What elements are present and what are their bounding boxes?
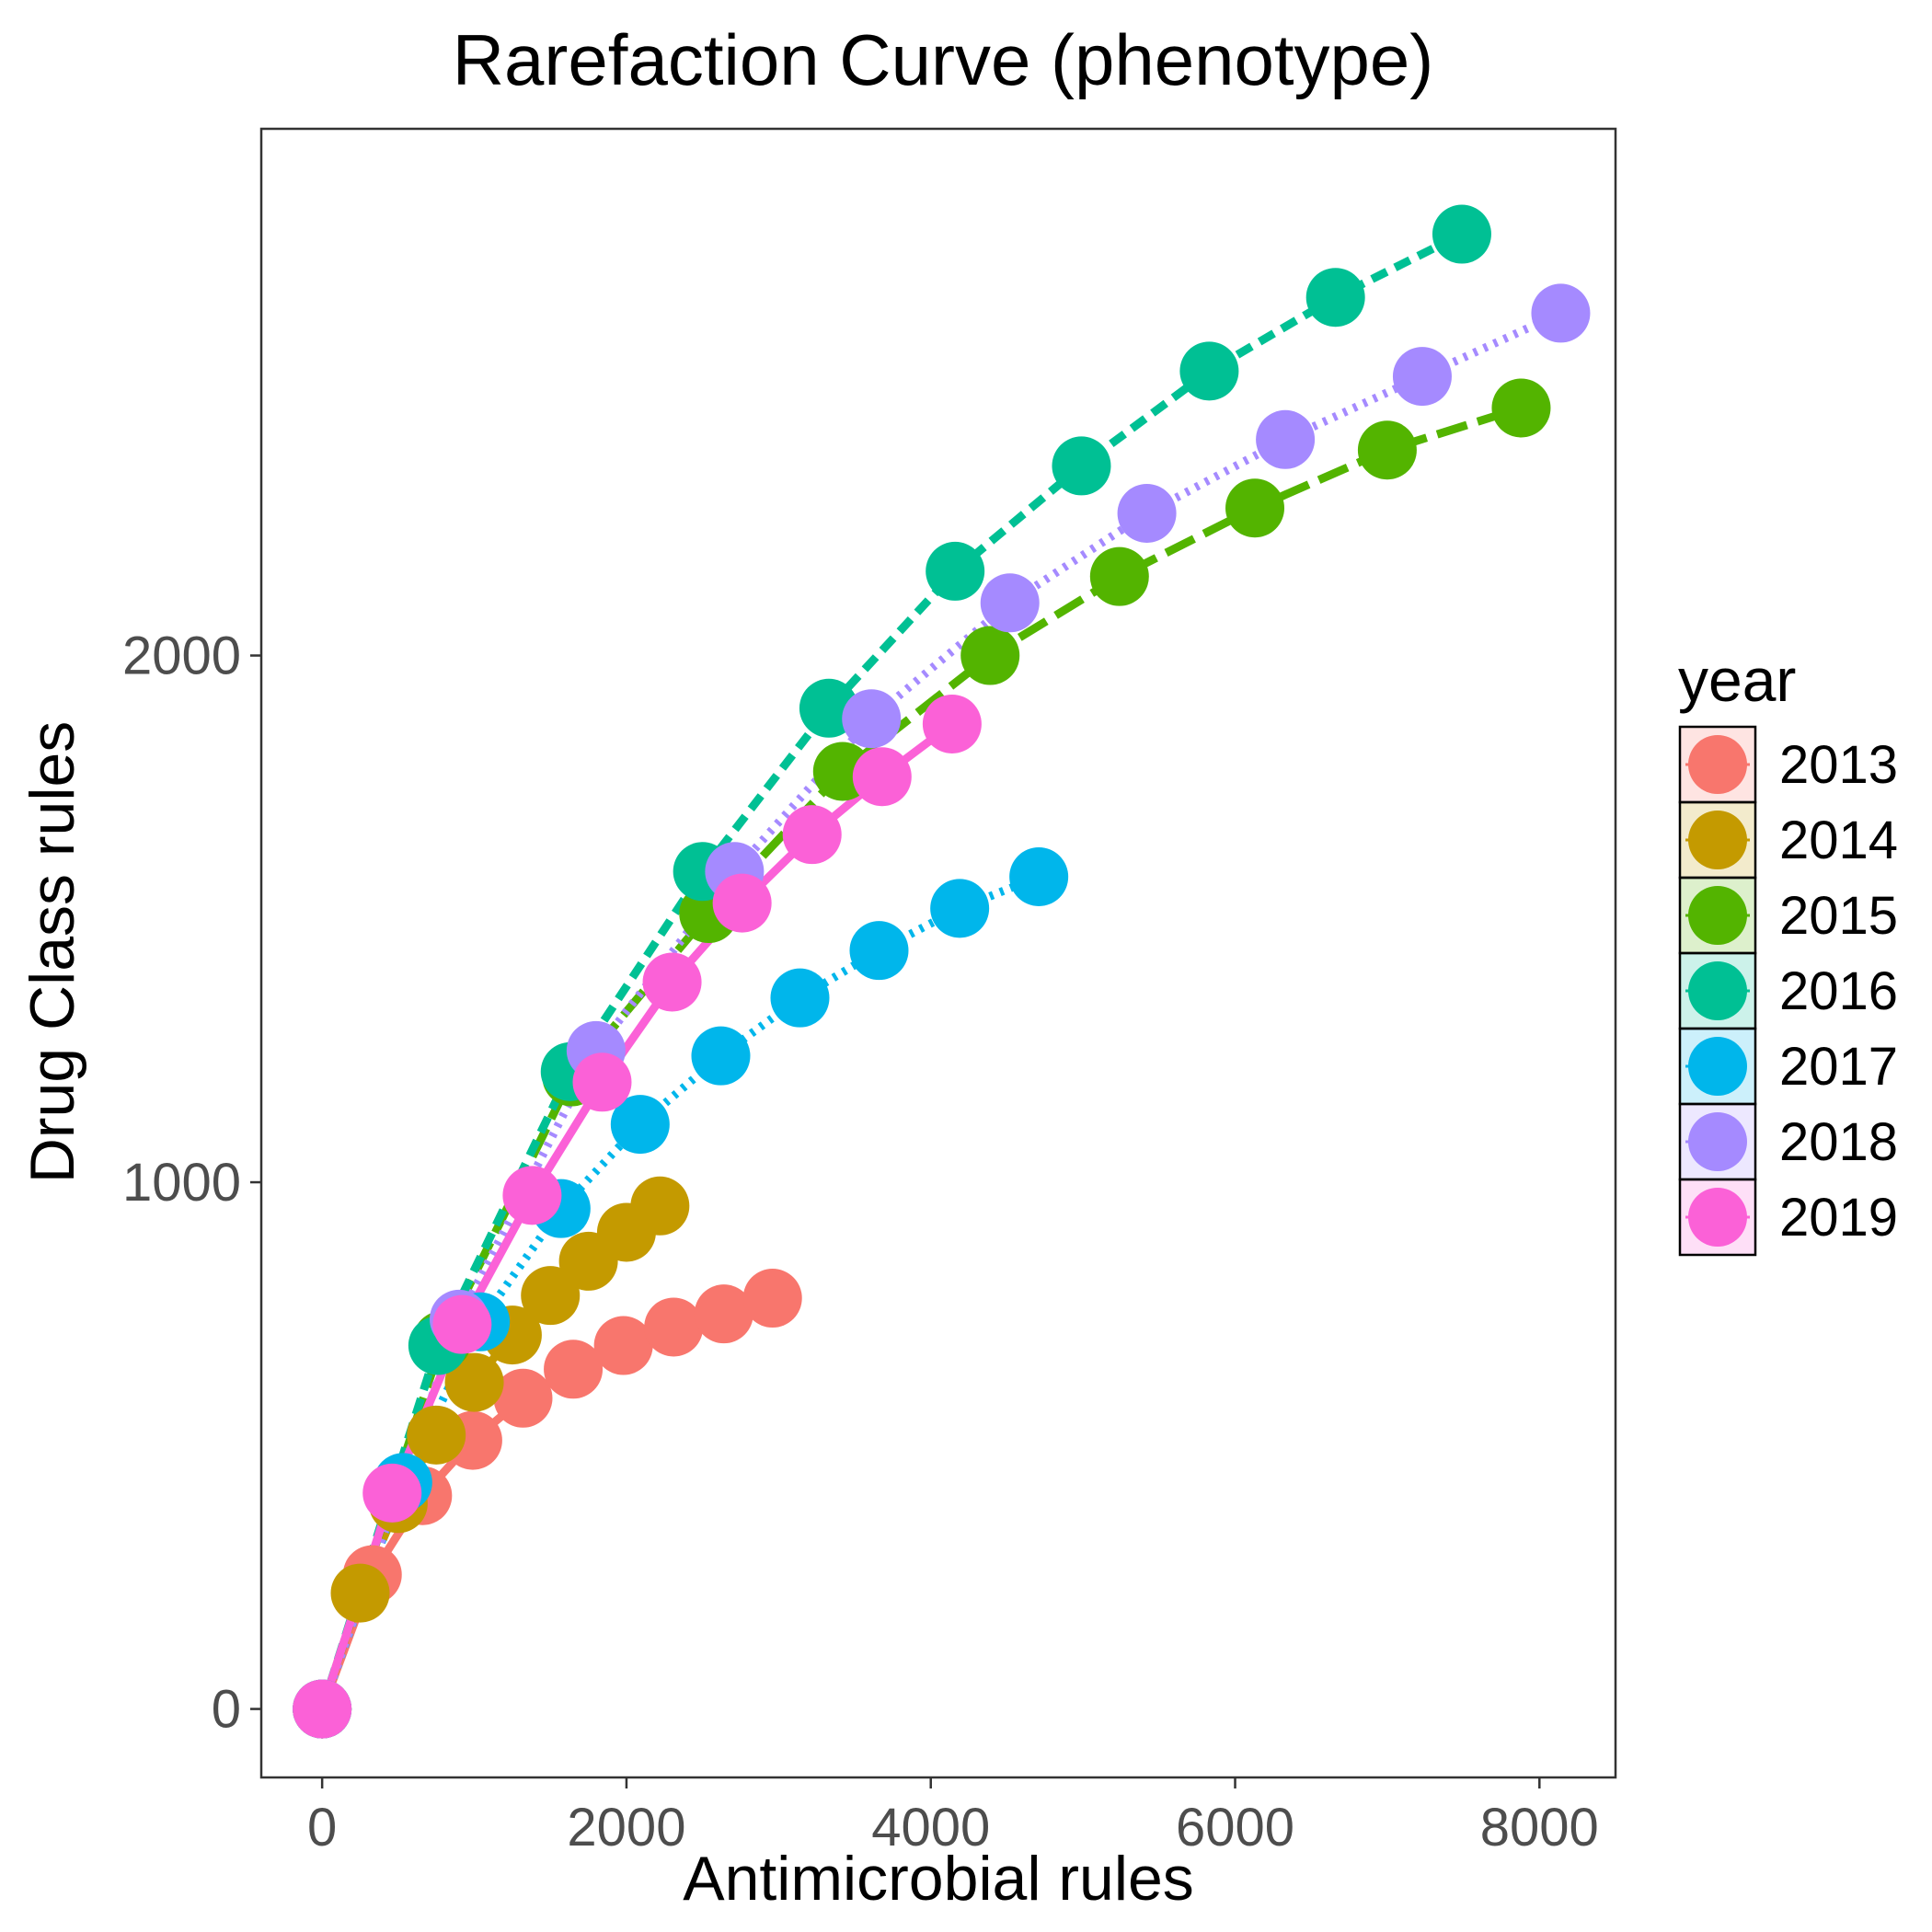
data-point-2017 bbox=[691, 1026, 751, 1086]
legend-label: 2019 bbox=[1779, 1188, 1898, 1248]
data-point-2016 bbox=[1052, 436, 1111, 496]
data-point-2019 bbox=[572, 1052, 632, 1112]
y-axis-title: Drug Class rules bbox=[17, 721, 87, 1184]
data-point-2014 bbox=[407, 1405, 466, 1465]
data-point-2017 bbox=[930, 879, 990, 938]
data-point-2014 bbox=[330, 1563, 390, 1623]
x-axis-ticks: 0 2000 4000 6000 8000 bbox=[307, 1777, 1599, 1857]
data-point-2013 bbox=[694, 1284, 753, 1344]
legend-item-2016: 2016 bbox=[1678, 951, 1898, 1030]
legend-key-point bbox=[1688, 811, 1747, 869]
chart-title: Rarefaction Curve (phenotype) bbox=[453, 19, 1434, 100]
data-point-2016 bbox=[1179, 341, 1239, 401]
data-point-2018 bbox=[1256, 409, 1316, 469]
legend-label: 2014 bbox=[1779, 811, 1898, 870]
data-point-2019 bbox=[362, 1463, 422, 1523]
legend-item-2019: 2019 bbox=[1678, 1178, 1898, 1257]
series-line-2016 bbox=[317, 230, 1465, 1710]
data-point-2014 bbox=[630, 1176, 690, 1236]
legend-key-point bbox=[1688, 1112, 1747, 1171]
legend-label: 2016 bbox=[1779, 961, 1898, 1021]
data-point-2018 bbox=[1531, 283, 1591, 343]
data-point-2019 bbox=[293, 1679, 352, 1739]
legend-title: year bbox=[1678, 646, 1796, 714]
data-point-2019 bbox=[782, 805, 842, 865]
legend-item-2018: 2018 bbox=[1678, 1102, 1898, 1181]
data-point-2019 bbox=[922, 694, 982, 753]
legend-key-point bbox=[1688, 1188, 1747, 1247]
data-point-2015 bbox=[1225, 478, 1285, 538]
legend-label: 2013 bbox=[1779, 735, 1898, 795]
x-tick-label: 8000 bbox=[1480, 1798, 1599, 1857]
data-point-2015 bbox=[1357, 420, 1417, 480]
data-point-2019 bbox=[432, 1294, 492, 1354]
data-point-2016 bbox=[1305, 268, 1365, 328]
data-point-2013 bbox=[593, 1316, 653, 1375]
x-tick-label: 0 bbox=[307, 1798, 337, 1857]
data-point-2013 bbox=[644, 1297, 704, 1357]
y-tick-label: 0 bbox=[212, 1680, 241, 1740]
data-point-2019 bbox=[502, 1166, 562, 1225]
data-point-2018 bbox=[1392, 347, 1452, 407]
legend-key-point bbox=[1688, 735, 1747, 794]
legend-item-2017: 2017 bbox=[1678, 1027, 1898, 1106]
legend-item-2014: 2014 bbox=[1678, 800, 1898, 880]
y-tick-label: 1000 bbox=[122, 1153, 241, 1213]
x-axis-title: Antimicrobial rules bbox=[683, 1844, 1194, 1914]
data-point-2019 bbox=[642, 952, 702, 1012]
data-point-2014 bbox=[444, 1352, 504, 1412]
data-point-2018 bbox=[1117, 483, 1177, 543]
data-point-2014 bbox=[521, 1266, 581, 1326]
data-point-2016 bbox=[926, 541, 985, 601]
data-point-2015 bbox=[960, 626, 1020, 685]
series-points bbox=[293, 204, 1591, 1739]
legend-item-2013: 2013 bbox=[1678, 725, 1898, 804]
data-point-2018 bbox=[980, 573, 1040, 633]
data-point-2017 bbox=[610, 1095, 670, 1155]
data-point-2019 bbox=[852, 747, 912, 807]
y-axis-ticks: 0 1000 2000 bbox=[122, 627, 261, 1740]
data-point-2015 bbox=[1089, 546, 1149, 606]
x-tick-label: 6000 bbox=[1176, 1798, 1294, 1857]
y-tick-label: 2000 bbox=[122, 627, 241, 686]
legend-label: 2017 bbox=[1779, 1037, 1898, 1097]
legend-label: 2015 bbox=[1779, 886, 1898, 946]
data-point-2017 bbox=[770, 968, 830, 1028]
legend-key-point bbox=[1688, 961, 1747, 1020]
data-point-2013 bbox=[493, 1368, 553, 1428]
legend: year 2013 2014 2015 2016 2017 2018 2019 bbox=[1678, 646, 1898, 1257]
data-point-2013 bbox=[742, 1269, 802, 1328]
x-tick-label: 2000 bbox=[567, 1798, 685, 1857]
data-point-2015 bbox=[1491, 378, 1551, 438]
plot-panel bbox=[259, 127, 1617, 1779]
data-point-2016 bbox=[1432, 204, 1491, 264]
legend-key-point bbox=[1688, 1037, 1747, 1096]
data-point-2013 bbox=[544, 1340, 604, 1399]
legend-label: 2018 bbox=[1779, 1112, 1898, 1172]
legend-key-point bbox=[1688, 886, 1747, 945]
x-tick-label: 4000 bbox=[871, 1798, 990, 1857]
data-point-2017 bbox=[1009, 846, 1069, 906]
data-point-2018 bbox=[842, 689, 902, 749]
data-point-2017 bbox=[849, 921, 909, 981]
legend-item-2015: 2015 bbox=[1678, 876, 1898, 955]
data-point-2019 bbox=[712, 873, 772, 933]
